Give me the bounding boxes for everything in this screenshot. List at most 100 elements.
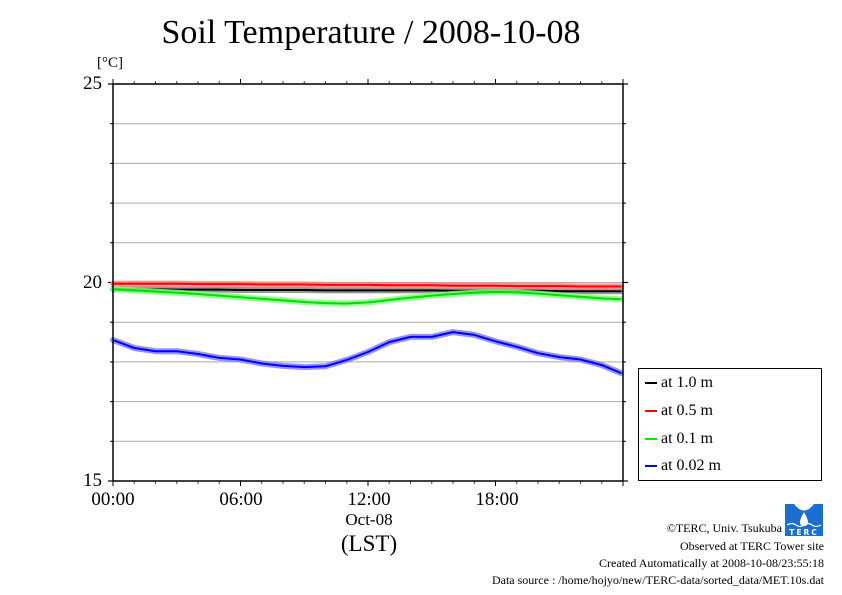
- data-point-at-0-1-m: [303, 301, 306, 303]
- y-tick-label: 25: [83, 73, 102, 94]
- data-point-at-0-5-m: [409, 284, 412, 287]
- data-point-at-0-5-m: [494, 284, 497, 287]
- grid-lines: [113, 123, 623, 442]
- data-point-at-0-02-m: [431, 336, 433, 338]
- legend-swatch-002m: [645, 465, 657, 467]
- data-point-at-0-02-m: [558, 356, 561, 358]
- data-point-at-1-0-m: [218, 288, 221, 291]
- data-point-at-0-02-m: [154, 350, 157, 353]
- legend-label: at 0.1 m: [661, 430, 713, 447]
- credit-copyright: ©TERC, Univ. Tsukuba: [666, 521, 782, 535]
- data-point-at-0-02-m: [176, 350, 178, 353]
- data-point-at-1-0-m: [409, 289, 412, 292]
- data-point-at-0-1-m: [473, 292, 476, 294]
- y-axis-unit-label: [°C]: [97, 55, 123, 71]
- credit-observed: Observed at TERC Tower site: [679, 539, 824, 553]
- legend-label: at 1.0 m: [661, 374, 713, 391]
- data-point-at-0-1-m: [558, 294, 561, 297]
- data-point-at-0-02-m: [620, 372, 622, 374]
- data-point-at-1-0-m: [388, 289, 391, 292]
- data-point-at-1-0-m: [324, 289, 327, 292]
- data-point-at-0-5-m: [303, 283, 306, 286]
- data-point-at-1-0-m: [197, 288, 199, 291]
- data-point-at-0-5-m: [558, 285, 561, 287]
- legend-item: at 0.02 m: [645, 455, 721, 477]
- data-point-at-0-02-m: [537, 352, 539, 355]
- data-point-at-0-02-m: [516, 346, 518, 348]
- data-point-at-0-02-m: [133, 347, 136, 349]
- data-point-at-1-0-m: [346, 289, 348, 292]
- data-point-at-0-1-m: [388, 299, 391, 301]
- data-point-at-0-02-m: [388, 341, 391, 343]
- y-tick-label: 20: [83, 272, 102, 293]
- data-point-at-1-0-m: [282, 289, 284, 291]
- terc-logo: TERC: [785, 504, 823, 537]
- x-tick-label: 18:00: [475, 489, 519, 510]
- data-point-at-1-0-m: [579, 290, 582, 293]
- data-point-at-0-5-m: [601, 285, 603, 288]
- data-point-at-0-1-m: [367, 301, 369, 304]
- legend-swatch-01m: [645, 438, 657, 440]
- x-axis-date-label: Oct-08: [345, 510, 393, 529]
- data-point-at-0-1-m: [516, 291, 518, 294]
- data-point-at-0-02-m: [197, 353, 199, 355]
- data-point-at-0-1-m: [218, 294, 221, 297]
- data-point-at-0-1-m: [239, 296, 242, 299]
- x-tick-label: 06:00: [219, 489, 263, 510]
- legend-item: at 1.0 m: [645, 372, 713, 394]
- data-point-at-0-02-m: [239, 358, 242, 361]
- data-point-at-0-02-m: [494, 340, 497, 343]
- data-point-at-0-1-m: [282, 299, 284, 302]
- data-point-at-0-5-m: [537, 285, 539, 287]
- data-point-at-0-1-m: [452, 293, 454, 295]
- data-point-at-0-5-m: [218, 283, 221, 285]
- data-point-at-0-5-m: [431, 284, 433, 287]
- data-point-at-0-1-m: [346, 302, 348, 305]
- data-point-at-0-02-m: [261, 362, 263, 365]
- data-point-at-0-02-m: [346, 359, 348, 361]
- data-point-at-0-5-m: [516, 285, 518, 287]
- data-point-at-0-1-m: [176, 292, 178, 294]
- x-tick-label: 12:00: [347, 489, 391, 510]
- data-point-at-0-5-m: [620, 285, 622, 288]
- x-axis-timezone-label: (LST): [340, 531, 398, 556]
- data-point-at-0-5-m: [154, 282, 157, 285]
- data-point-at-1-0-m: [261, 289, 263, 291]
- legend-swatch-1m: [645, 382, 657, 384]
- data-point-at-0-5-m: [579, 285, 582, 288]
- data-point-at-0-02-m: [218, 357, 221, 359]
- data-point-at-0-5-m: [473, 284, 476, 287]
- data-point-at-0-5-m: [261, 283, 263, 286]
- data-point-at-0-1-m: [431, 294, 433, 297]
- data-point-at-0-02-m: [601, 364, 603, 366]
- data-point-at-0-5-m: [282, 283, 284, 286]
- data-point-at-0-02-m: [282, 365, 284, 367]
- data-point-at-1-0-m: [558, 290, 561, 293]
- legend-item: at 0.1 m: [645, 428, 713, 450]
- data-point-at-1-0-m: [239, 289, 242, 291]
- data-point-at-0-1-m: [409, 296, 412, 299]
- data-point-at-0-5-m: [367, 284, 369, 286]
- data-point-at-0-1-m: [601, 297, 603, 300]
- credit-source: Data source : /home/hojyo/new/TERC-data/…: [491, 573, 824, 587]
- data-point-at-0-5-m: [239, 283, 242, 285]
- series-group: [110, 280, 624, 376]
- data-point-at-1-0-m: [303, 289, 306, 291]
- data-point-at-0-1-m: [197, 293, 199, 295]
- data-point-at-0-02-m: [579, 358, 582, 361]
- data-point-at-0-1-m: [261, 298, 263, 300]
- data-point-at-0-1-m: [494, 291, 497, 293]
- logo-text: TERC: [789, 528, 819, 537]
- legend-swatch-05m: [645, 410, 657, 412]
- data-point-at-0-1-m: [620, 298, 622, 301]
- data-point-at-0-02-m: [452, 331, 454, 333]
- legend-label: at 0.5 m: [661, 402, 713, 419]
- x-tick-label: 00:00: [91, 489, 135, 510]
- legend-item: at 0.5 m: [645, 400, 713, 422]
- data-point-at-0-1-m: [154, 290, 157, 293]
- data-point-at-0-5-m: [324, 284, 327, 286]
- plot-frame: [112, 83, 624, 482]
- data-point-at-0-1-m: [579, 296, 582, 298]
- data-point-at-1-0-m: [367, 289, 369, 292]
